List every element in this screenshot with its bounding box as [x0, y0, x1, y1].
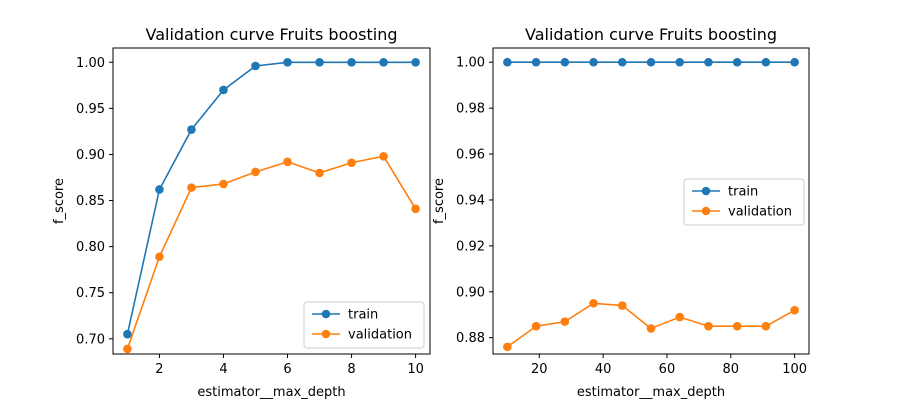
- y-tick-label: 0.85: [76, 194, 105, 209]
- legend-label-validation: validation: [728, 205, 792, 220]
- data-point-validation: [503, 342, 512, 352]
- data-point-train: [283, 57, 292, 67]
- plot-frame: [112, 47, 431, 355]
- data-point-validation: [219, 179, 228, 189]
- chart-title: Validation curve Fruits boosting: [525, 25, 777, 44]
- x-tick-label: 40: [595, 362, 612, 377]
- x-tick-label: 60: [659, 362, 676, 377]
- y-tick-label: 1.00: [456, 56, 485, 71]
- data-point-validation: [379, 151, 388, 161]
- data-point-train: [123, 329, 132, 339]
- data-point-validation: [123, 344, 132, 354]
- legend-label-validation: validation: [348, 328, 412, 343]
- data-point-validation: [251, 167, 260, 177]
- data-point-train: [531, 57, 541, 67]
- legend-marker-validation: [321, 329, 331, 339]
- y-tick-label: 0.70: [76, 332, 105, 347]
- data-point-validation: [315, 168, 324, 178]
- y-tick-label: 0.96: [456, 148, 485, 163]
- data-point-train: [560, 57, 570, 67]
- data-point-validation: [531, 321, 541, 331]
- data-point-train: [379, 57, 388, 67]
- legend-label-train: train: [728, 185, 758, 200]
- data-point-validation: [790, 305, 799, 315]
- data-point-validation: [704, 321, 713, 331]
- y-axis-label: f_score: [52, 178, 67, 224]
- data-point-validation: [617, 301, 627, 310]
- legend-marker-train: [701, 186, 711, 196]
- x-tick-label: 8: [347, 362, 355, 377]
- x-tick-label: 80: [723, 362, 740, 377]
- data-point-validation: [761, 321, 771, 331]
- x-tick-label: 2: [155, 362, 163, 377]
- data-point-train: [219, 85, 228, 95]
- data-point-train: [790, 57, 799, 67]
- legend-label-train: train: [348, 308, 378, 323]
- legend-marker-train: [321, 309, 331, 319]
- data-point-train: [732, 57, 742, 67]
- data-point-train: [675, 57, 685, 67]
- y-tick-label: 0.75: [76, 286, 105, 301]
- x-axis-label: estimator__max_depth: [577, 385, 725, 400]
- data-point-train: [617, 57, 627, 67]
- data-point-validation: [187, 183, 196, 192]
- legend: train validation: [683, 178, 805, 226]
- x-tick-label: 10: [407, 362, 424, 377]
- y-axis-label: f_score: [432, 178, 447, 224]
- chart-title: Validation curve Fruits boosting: [146, 25, 398, 44]
- y-tick-label: 1.00: [76, 56, 105, 71]
- y-tick-label: 0.98: [456, 102, 485, 117]
- y-tick-label: 0.90: [456, 285, 485, 300]
- y-tick-label: 0.90: [76, 148, 105, 163]
- data-point-validation: [646, 324, 656, 333]
- y-tick-label: 0.94: [456, 193, 485, 208]
- series-line-train: [126, 61, 416, 335]
- data-point-validation: [283, 157, 292, 167]
- data-point-validation: [732, 321, 742, 331]
- data-point-validation: [589, 298, 598, 308]
- x-tick-label: 100: [782, 362, 807, 377]
- data-point-train: [251, 61, 260, 71]
- plot-frame: [492, 47, 810, 355]
- x-tick-label: 4: [219, 362, 227, 377]
- y-tick-label: 0.95: [76, 102, 105, 117]
- y-tick-label: 0.92: [456, 239, 485, 254]
- y-tick-label: 0.88: [456, 331, 485, 346]
- data-point-train: [704, 57, 713, 67]
- legend-marker-validation: [701, 206, 711, 216]
- data-point-validation: [347, 158, 356, 168]
- data-point-train: [411, 57, 420, 67]
- x-tick-label: 6: [283, 362, 291, 377]
- x-tick-label: 20: [531, 362, 548, 377]
- data-point-train: [155, 185, 164, 194]
- data-point-validation: [675, 312, 685, 322]
- x-axis-label: estimator__max_depth: [197, 385, 345, 400]
- data-point-train: [589, 57, 598, 67]
- data-point-validation: [560, 317, 570, 326]
- y-tick-label: 0.80: [76, 240, 105, 255]
- legend: train validation: [303, 301, 425, 349]
- data-point-validation: [155, 252, 164, 262]
- chart-panel-1: Validation curve Fruits boosting 2 4 6 8 10 0.…: [52, 25, 431, 400]
- chart-panel-2: Validation curve Fruits boosting 20 40 60 80…: [432, 25, 810, 400]
- data-point-train: [187, 125, 196, 134]
- data-point-train: [315, 57, 324, 67]
- data-point-train: [347, 57, 356, 67]
- data-point-train: [503, 57, 512, 67]
- series-line-validation: [126, 155, 417, 350]
- data-point-validation: [411, 204, 420, 214]
- data-point-train: [761, 57, 771, 67]
- data-point-train: [646, 57, 656, 67]
